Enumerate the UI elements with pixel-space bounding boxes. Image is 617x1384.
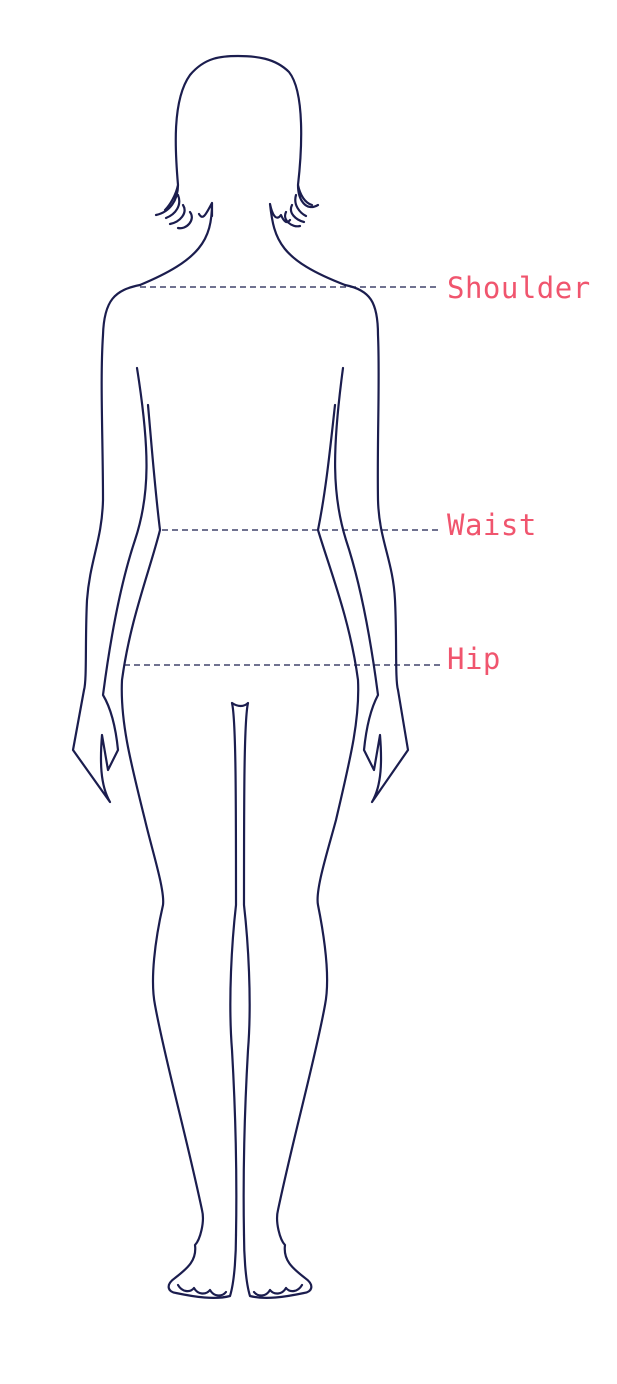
left-arm-outline xyxy=(71,283,148,804)
neck-outline-right xyxy=(268,202,347,287)
right-arm-outline xyxy=(334,283,410,804)
neck-outline xyxy=(138,201,214,287)
head-hair-outline xyxy=(154,54,320,230)
right-toes-outline xyxy=(252,1283,304,1297)
hip-label: Hip xyxy=(447,642,501,676)
right-torso-leg-outline xyxy=(242,403,360,1299)
inner-leg-outline xyxy=(229,701,251,1237)
left-torso-leg-outline xyxy=(120,403,238,1299)
left-toes-outline xyxy=(176,1283,228,1297)
waist-label: Waist xyxy=(447,508,537,542)
shoulder-label: Shoulder xyxy=(447,271,591,305)
